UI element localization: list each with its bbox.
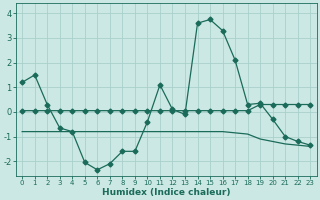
X-axis label: Humidex (Indice chaleur): Humidex (Indice chaleur) xyxy=(102,188,230,197)
